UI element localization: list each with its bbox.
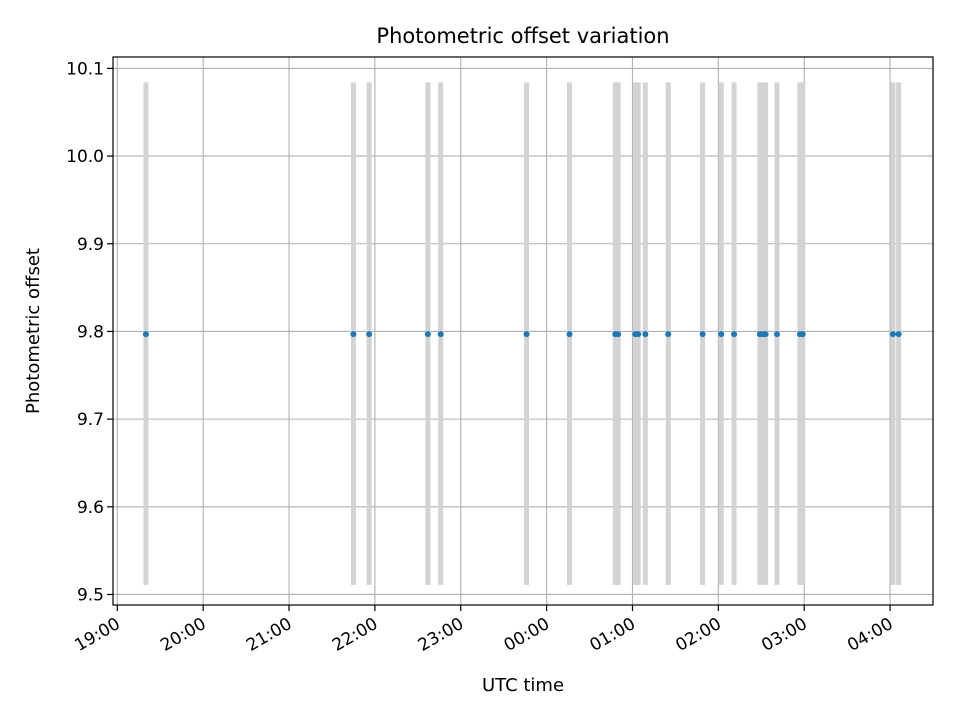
x-tick-label: 20:00	[157, 614, 209, 656]
x-tick-label: 22:00	[329, 614, 381, 656]
data-point	[799, 331, 806, 338]
y-axis-ticks: 9.5 9.6 9.7 9.8 9.9 10.0 10.1	[66, 59, 113, 605]
x-tick-label: 04:00	[844, 614, 896, 656]
error-bars	[143, 82, 902, 585]
x-axis-label: UTC time	[482, 675, 564, 696]
x-tick-label: 03:00	[758, 614, 810, 656]
data-point	[731, 331, 738, 338]
data-point	[350, 331, 357, 338]
x-tick-label: 02:00	[672, 614, 724, 656]
data-point	[566, 331, 573, 338]
data-point	[523, 331, 530, 338]
x-tick-label: 23:00	[415, 614, 467, 656]
data-point	[642, 331, 649, 338]
data-point	[635, 331, 642, 338]
x-tick-label: 19:00	[71, 614, 123, 656]
data-point	[895, 331, 902, 338]
chart-title: Photometric offset variation	[376, 24, 669, 48]
data-point	[366, 331, 373, 338]
x-tick-label: 00:00	[501, 614, 553, 656]
data-points	[142, 331, 902, 338]
data-point	[437, 331, 444, 338]
data-point	[718, 331, 725, 338]
data-point	[699, 331, 706, 338]
y-tick-label: 9.7	[77, 410, 104, 430]
x-tick-label: 01:00	[587, 614, 639, 656]
data-point	[142, 331, 149, 338]
grid	[113, 57, 933, 605]
data-point	[615, 331, 622, 338]
y-tick-label: 9.8	[77, 322, 104, 342]
x-axis-ticks: 19:00 20:00 21:00 22:00 23:00 00:00 01:00 02:00…	[71, 605, 897, 656]
data-point	[762, 331, 769, 338]
data-point	[774, 331, 781, 338]
y-tick-label: 9.9	[77, 235, 104, 255]
y-tick-label: 10.0	[66, 147, 104, 167]
x-tick-label: 21:00	[243, 614, 295, 656]
data-point	[665, 331, 672, 338]
y-axis-label: Photometric offset	[23, 248, 44, 414]
data-point	[424, 331, 431, 338]
y-tick-label: 9.6	[77, 498, 104, 518]
data-point	[889, 331, 896, 338]
y-tick-label: 10.1	[66, 59, 104, 79]
y-tick-label: 9.5	[77, 585, 104, 605]
